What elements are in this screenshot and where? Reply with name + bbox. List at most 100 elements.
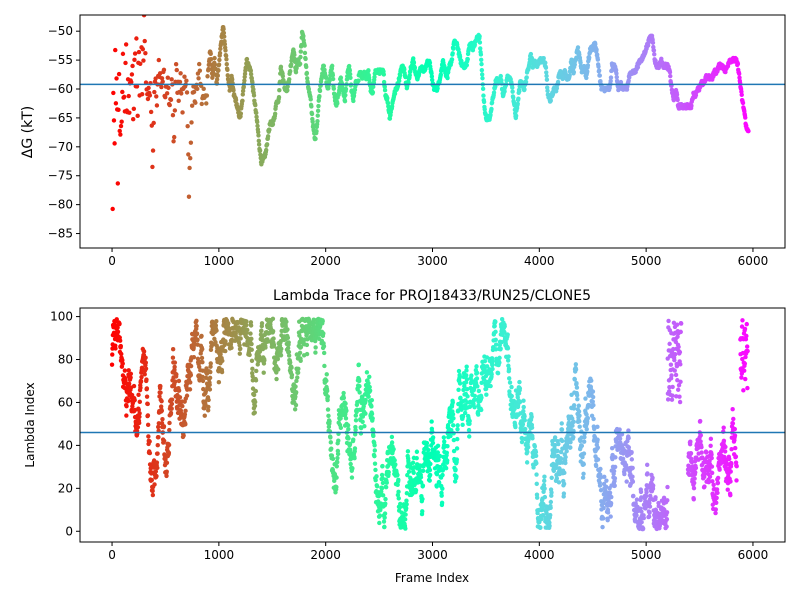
lambda-point <box>630 465 635 471</box>
lambda-point <box>667 389 672 394</box>
delta-g-point <box>256 133 261 138</box>
delta-g-point <box>303 56 308 62</box>
lambda-point <box>205 408 211 413</box>
lambda-point <box>612 464 618 470</box>
lambda-point <box>571 403 577 408</box>
lambda-point <box>120 361 125 366</box>
lambda-point <box>263 345 268 350</box>
delta-g-point <box>343 92 348 98</box>
lambda-point <box>731 416 736 422</box>
lambda-point <box>183 422 188 427</box>
lambda-point <box>455 436 460 442</box>
lambda-point <box>517 379 522 385</box>
lambda-point <box>657 523 663 528</box>
lambda-point <box>138 385 143 390</box>
lambda-point <box>741 388 746 393</box>
lambda-point <box>427 478 432 483</box>
lambda-point <box>556 441 561 447</box>
delta-g-point <box>139 91 145 97</box>
lambda-point <box>605 510 611 515</box>
delta-g-point <box>597 73 602 78</box>
delta-g-point <box>111 90 116 96</box>
lambda-point <box>250 366 255 372</box>
lambda-point <box>554 462 559 467</box>
lambda-point <box>278 339 284 344</box>
lambda-point <box>541 482 547 488</box>
lambda-point <box>505 346 511 351</box>
delta-g-point <box>571 69 577 75</box>
lambda-point <box>335 451 341 457</box>
lambda-point <box>398 501 403 507</box>
delta-g-point <box>372 74 377 80</box>
lambda-point <box>591 403 596 408</box>
delta-g-point <box>478 46 483 51</box>
lambda-point <box>396 496 401 501</box>
delta-g-point <box>197 61 202 67</box>
delta-g-point <box>115 181 121 186</box>
lambda-point <box>434 471 440 477</box>
lambda-point <box>249 358 255 363</box>
lambda-point <box>745 385 750 391</box>
lambda-point <box>262 358 267 363</box>
lambda-point <box>336 438 341 443</box>
delta-g-point <box>189 103 195 108</box>
lambda-point <box>507 380 513 385</box>
lambda-point <box>455 423 460 428</box>
lambda-point <box>138 379 144 384</box>
lambda-point <box>624 479 629 484</box>
delta-g-point <box>450 51 455 56</box>
lambda-point <box>278 353 284 358</box>
lambda-point <box>693 465 699 471</box>
delta-g-point <box>541 56 546 61</box>
lambda-point <box>744 344 750 349</box>
lambda-point <box>558 456 564 461</box>
lambda-point <box>713 510 718 516</box>
lambda-point <box>369 404 374 409</box>
lambda-point <box>335 455 340 461</box>
lambda-point <box>538 525 543 530</box>
lambda-point <box>356 362 361 367</box>
delta-g-point <box>255 119 260 125</box>
delta-g-point <box>329 63 335 69</box>
delta-g-point <box>451 46 456 51</box>
lambda-point <box>711 482 716 488</box>
delta-g-point <box>263 147 269 153</box>
lambda-point <box>347 441 353 447</box>
lambda-point <box>341 390 346 396</box>
lambda-point <box>440 486 445 491</box>
lambda-point <box>285 327 290 332</box>
delta-g-point <box>272 111 278 116</box>
lambda-point <box>717 467 722 472</box>
lambda-point <box>677 399 683 405</box>
delta-g-point <box>493 84 498 89</box>
lambda-point <box>384 480 389 485</box>
delta-g-point <box>347 68 353 73</box>
lambda-point <box>298 344 304 350</box>
lambda-point <box>699 444 704 450</box>
lambda-point <box>451 437 457 443</box>
delta-g-point <box>397 73 403 78</box>
lambda-point <box>270 329 276 334</box>
lambda-point <box>244 323 249 328</box>
lambda-point <box>674 363 680 369</box>
lambda-point <box>286 353 292 358</box>
lambda-point <box>136 392 141 398</box>
lambda-point <box>194 331 200 336</box>
delta-g-point <box>169 77 174 82</box>
lambda-point <box>252 403 258 409</box>
lambda-point <box>430 435 436 440</box>
delta-g-point <box>180 110 185 115</box>
delta-g-point <box>315 108 321 114</box>
delta-g-point <box>321 63 327 69</box>
delta-g-point <box>215 73 220 78</box>
lambda-point <box>454 474 459 479</box>
delta-g-point <box>595 57 601 62</box>
lambda-point <box>559 438 565 444</box>
lambda-point <box>289 365 294 370</box>
lambda-point <box>253 378 259 383</box>
delta-g-point <box>113 101 119 106</box>
lambda-point <box>715 490 720 496</box>
lambda-point <box>745 348 750 354</box>
lambda-point <box>158 383 163 389</box>
lambda-point <box>502 324 507 329</box>
